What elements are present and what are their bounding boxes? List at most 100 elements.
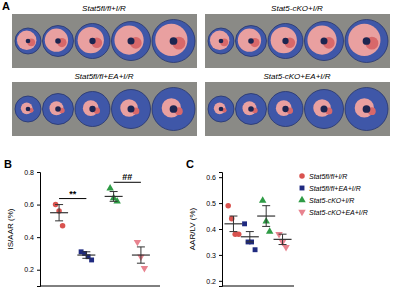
y-tick-mark — [37, 172, 40, 173]
heart-slice — [236, 94, 267, 125]
heart-slice — [15, 96, 41, 122]
y-tick: 0.2 — [206, 278, 222, 285]
error-bar-stem — [86, 252, 87, 259]
data-point — [275, 232, 282, 238]
heart-slice — [345, 88, 388, 131]
y-tick-label: 0.8 — [24, 169, 34, 176]
photo-background — [205, 82, 390, 136]
photo-background — [12, 82, 197, 136]
plot-marks — [50, 184, 150, 272]
legend-marker — [298, 196, 305, 202]
error-bar-cap — [137, 263, 145, 264]
y-tick-label: 0.5 — [206, 200, 216, 207]
y-axis-line — [37, 173, 41, 287]
data-point — [225, 203, 231, 209]
ventricle-cavity — [127, 105, 134, 112]
error-bar-cap — [229, 231, 237, 232]
ventricle-cavity — [55, 38, 61, 44]
error-bar-stem — [266, 206, 267, 227]
ventricle-cavity — [127, 37, 134, 44]
legend-label: Stat5-cKO+EA+I/R — [309, 209, 368, 216]
y-tick-label: 0.6 — [24, 201, 34, 208]
ventricle-cavity — [248, 38, 254, 44]
y-tick-label: 0.6 — [206, 174, 216, 181]
y-tick-mark — [219, 255, 222, 256]
y-tick: 0.6 — [206, 174, 222, 181]
y-axis: 0.20.30.40.50.6 — [206, 173, 222, 287]
error-bar-cap — [55, 220, 63, 221]
error-bar-cap — [110, 201, 118, 202]
heart-slice — [345, 20, 388, 63]
error-bar — [82, 252, 90, 259]
panel-caption: Stat5fl/fl+I/R — [82, 4, 126, 13]
legend-label: Stat5-cKO+I/R — [309, 197, 354, 204]
ventricle-cavity — [219, 107, 224, 112]
infarct-area — [114, 25, 143, 54]
data-point — [106, 184, 113, 190]
ventricle-cavity — [363, 105, 371, 113]
ventricle-cavity — [89, 106, 95, 112]
error-bar — [279, 234, 287, 244]
error-bar-cap — [279, 234, 287, 235]
heart-slice — [268, 24, 303, 59]
y-tick: 0.8 — [24, 169, 40, 176]
y-tick-label: 0.2 — [206, 278, 216, 285]
heart-slice — [236, 26, 267, 57]
y-tick: 0.2 — [24, 266, 40, 273]
error-bar-cap — [246, 231, 254, 232]
y-tick-label: 0.4 — [206, 226, 216, 233]
ventricle-cavity — [170, 105, 178, 113]
infarct-area — [17, 31, 37, 51]
error-bar-stem — [140, 247, 141, 263]
y-axis-title: AAR/LV (%) — [188, 207, 197, 250]
panel-label: B — [4, 158, 12, 170]
panel-label: A — [2, 0, 10, 12]
legend-marker — [298, 210, 305, 216]
y-tick-mark — [219, 203, 222, 204]
data-point — [141, 266, 148, 272]
x-axis-line — [40, 286, 160, 287]
error-bar-cap — [55, 204, 63, 205]
panel-caption: Stat5-cKO+EA+I/R — [263, 72, 330, 81]
ventricle-cavity — [219, 39, 224, 44]
legend-marker — [299, 173, 305, 179]
heart-slice — [305, 90, 344, 129]
ventricle-cavity — [89, 38, 95, 44]
y-tick-mark — [219, 229, 222, 230]
data-point — [113, 197, 120, 203]
data-point — [259, 196, 266, 202]
error-bar — [246, 232, 254, 242]
heart-slice — [112, 22, 151, 61]
infarct-area — [238, 29, 261, 52]
error-bar-cap — [110, 191, 118, 192]
ventricle-cavity — [282, 38, 288, 44]
heart-slice — [75, 24, 110, 59]
heart-slice — [208, 96, 234, 122]
error-bar-cap — [137, 246, 145, 247]
heart-slice — [208, 28, 234, 54]
infarct-area — [271, 27, 297, 53]
heart-slice — [15, 28, 41, 54]
heart-slice — [152, 20, 195, 63]
infarct-area — [45, 29, 68, 52]
error-bar-cap — [82, 251, 90, 252]
y-tick-mark — [219, 177, 222, 178]
error-bar-cap — [246, 241, 254, 242]
y-tick-mark — [219, 281, 222, 282]
infarct-area — [210, 31, 230, 51]
y-axis-title: IS/AAR (%) — [6, 208, 15, 249]
ventricle-cavity — [170, 37, 178, 45]
infarct-area — [78, 27, 104, 53]
error-bar-stem — [282, 234, 283, 244]
y-tick-mark — [37, 237, 40, 238]
data-point — [236, 231, 242, 237]
ventricle-cavity — [363, 37, 371, 45]
error-bar — [110, 192, 118, 202]
x-axis-line — [222, 286, 294, 287]
y-axis-line — [219, 173, 223, 287]
data-point — [282, 245, 289, 251]
plot-marks — [224, 196, 291, 252]
legend-marker — [300, 186, 305, 191]
y-tick: 0.4 — [206, 226, 222, 233]
data-point — [242, 221, 247, 226]
